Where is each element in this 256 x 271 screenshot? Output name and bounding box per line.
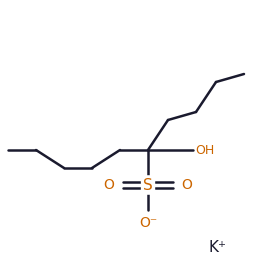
- Text: S: S: [143, 178, 153, 192]
- Text: O: O: [104, 178, 114, 192]
- Text: OH: OH: [195, 144, 214, 156]
- Text: K⁺: K⁺: [209, 240, 227, 256]
- Text: O⁻: O⁻: [139, 216, 157, 230]
- Text: O: O: [182, 178, 193, 192]
